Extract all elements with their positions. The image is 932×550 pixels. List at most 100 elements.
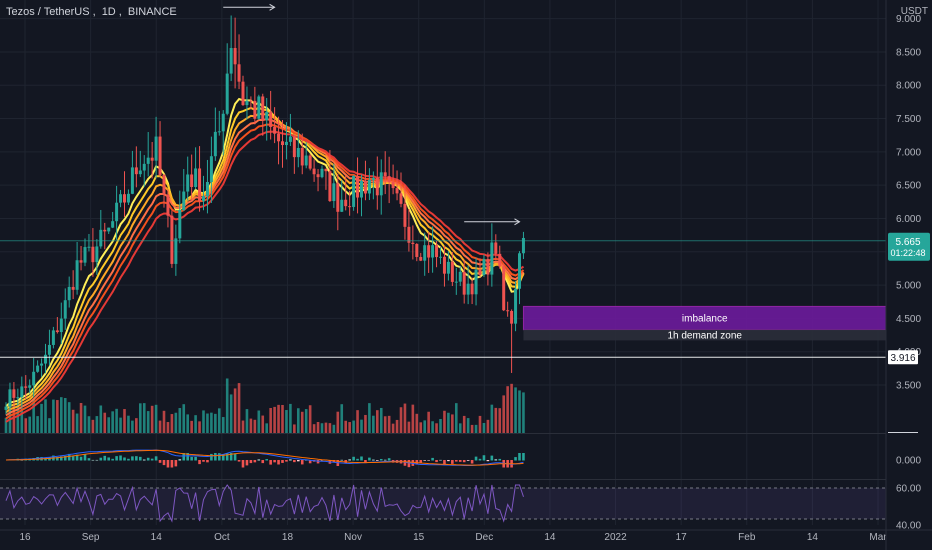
candle-body[interactable] — [431, 245, 435, 258]
candle-body[interactable] — [356, 175, 360, 198]
candle-body[interactable] — [312, 168, 316, 175]
candle-body[interactable] — [502, 266, 506, 311]
candle-body[interactable] — [233, 48, 237, 65]
candle-body[interactable] — [24, 386, 28, 388]
candle-body[interactable] — [67, 286, 71, 301]
candle-body[interactable] — [344, 199, 348, 207]
candle-body[interactable] — [450, 261, 454, 282]
candle-body[interactable] — [170, 215, 174, 264]
candle-body[interactable] — [375, 177, 379, 196]
candle-body[interactable] — [221, 113, 225, 132]
candle-body[interactable] — [383, 172, 387, 177]
candle-body[interactable] — [257, 96, 261, 119]
candle-body[interactable] — [194, 168, 198, 188]
candle-body[interactable] — [439, 256, 442, 258]
candle-body[interactable] — [119, 194, 123, 203]
candle-body[interactable] — [265, 111, 269, 121]
candle-body[interactable] — [442, 256, 446, 274]
candle-body[interactable] — [63, 300, 67, 319]
candle-body[interactable] — [454, 281, 458, 283]
candle-body[interactable] — [186, 174, 190, 192]
candle-body[interactable] — [107, 227, 111, 232]
candle-body[interactable] — [435, 245, 439, 258]
candle-body[interactable] — [304, 155, 308, 166]
candle-body[interactable] — [494, 242, 498, 254]
candle-body[interactable] — [166, 194, 170, 216]
candle-body[interactable] — [379, 172, 383, 196]
candle-body[interactable] — [320, 168, 324, 178]
candle-body[interactable] — [36, 365, 40, 372]
candle-body[interactable] — [296, 147, 300, 158]
candle-body[interactable] — [142, 163, 146, 171]
candle-body[interactable] — [446, 261, 450, 274]
candle-body[interactable] — [490, 242, 494, 275]
candle-body[interactable] — [478, 269, 482, 275]
candle-body[interactable] — [281, 141, 284, 146]
candle-body[interactable] — [466, 283, 470, 295]
candle-body[interactable] — [75, 260, 79, 290]
candle-body[interactable] — [387, 176, 391, 182]
candle-body[interactable] — [79, 260, 83, 263]
candle-body[interactable] — [391, 181, 395, 189]
candle-body[interactable] — [4, 406, 8, 410]
candle-body[interactable] — [518, 253, 521, 289]
candle-body[interactable] — [209, 156, 213, 183]
candle-body[interactable] — [403, 203, 407, 227]
candle-body[interactable] — [146, 157, 150, 164]
candle-body[interactable] — [458, 271, 462, 282]
candle-body[interactable] — [123, 194, 126, 203]
candle-body[interactable] — [328, 171, 332, 202]
candle-body[interactable] — [12, 389, 16, 398]
candle-body[interactable] — [99, 229, 103, 247]
candle-body[interactable] — [288, 136, 292, 142]
candle-body[interactable] — [229, 48, 233, 74]
candle-body[interactable] — [51, 330, 55, 345]
candle-body[interactable] — [91, 246, 95, 263]
candle-body[interactable] — [367, 179, 371, 194]
candle-body[interactable] — [292, 136, 296, 158]
candle-body[interactable] — [352, 175, 356, 207]
candle-body[interactable] — [470, 283, 474, 295]
candle-body[interactable] — [71, 286, 75, 290]
candle-body[interactable] — [174, 238, 178, 264]
candle-body[interactable] — [253, 100, 257, 119]
candle-body[interactable] — [28, 385, 32, 388]
candle-body[interactable] — [40, 363, 44, 366]
candle-body[interactable] — [415, 243, 419, 257]
candle-body[interactable] — [154, 136, 158, 161]
candle-body[interactable] — [284, 141, 288, 146]
candle-body[interactable] — [237, 64, 241, 82]
candle-body[interactable] — [332, 183, 336, 202]
candle-body[interactable] — [138, 170, 142, 175]
candle-body[interactable] — [182, 191, 186, 210]
candle-body[interactable] — [474, 269, 478, 295]
candle-body[interactable] — [336, 183, 340, 212]
candle-body[interactable] — [213, 131, 217, 157]
candle-body[interactable] — [419, 256, 423, 261]
candle-body[interactable] — [510, 310, 514, 324]
candle-body[interactable] — [44, 354, 47, 364]
candle-body[interactable] — [225, 73, 229, 114]
demand-zone[interactable] — [523, 329, 886, 341]
candle-body[interactable] — [8, 389, 12, 407]
candle-body[interactable] — [178, 209, 182, 239]
candlesticks[interactable] — [4, 15, 525, 415]
candle-body[interactable] — [115, 202, 119, 222]
candle-body[interactable] — [202, 196, 205, 202]
candle-body[interactable] — [462, 271, 466, 295]
candle-body[interactable] — [16, 397, 20, 399]
candle-body[interactable] — [514, 288, 518, 324]
candle-body[interactable] — [371, 177, 375, 180]
candle-body[interactable] — [245, 100, 249, 106]
candle-body[interactable] — [55, 330, 59, 333]
candle-body[interactable] — [300, 147, 304, 166]
candle-body[interactable] — [103, 229, 107, 232]
candle-body[interactable] — [363, 180, 367, 194]
candle-body[interactable] — [486, 259, 490, 275]
candle-body[interactable] — [130, 167, 134, 194]
candle-body[interactable] — [399, 193, 403, 204]
candle-body[interactable] — [32, 371, 36, 386]
candle-body[interactable] — [20, 386, 24, 398]
candle-body[interactable] — [521, 237, 525, 254]
